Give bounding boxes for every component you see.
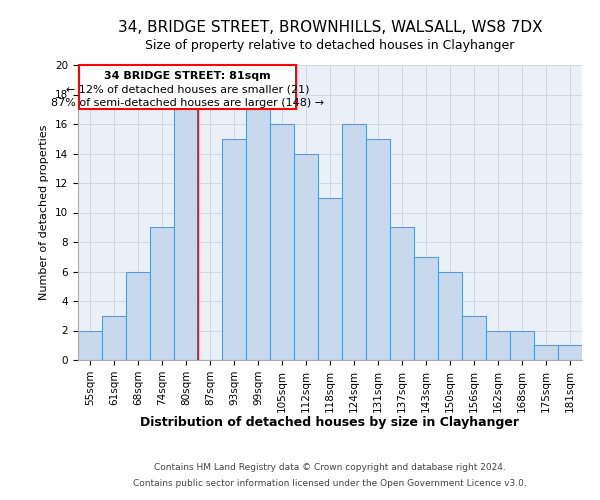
- Bar: [126, 272, 150, 360]
- Bar: [174, 110, 198, 360]
- Bar: [270, 124, 294, 360]
- FancyBboxPatch shape: [79, 65, 296, 110]
- Bar: [342, 124, 366, 360]
- Text: Contains HM Land Registry data © Crown copyright and database right 2024.: Contains HM Land Registry data © Crown c…: [154, 463, 506, 472]
- Text: 87% of semi-detached houses are larger (148) →: 87% of semi-detached houses are larger (…: [51, 98, 325, 108]
- Text: ← 12% of detached houses are smaller (21): ← 12% of detached houses are smaller (21…: [66, 84, 310, 94]
- Bar: [246, 110, 270, 360]
- Bar: [462, 316, 486, 360]
- Bar: [102, 316, 126, 360]
- Text: Distribution of detached houses by size in Clayhanger: Distribution of detached houses by size …: [140, 416, 520, 429]
- Bar: [318, 198, 342, 360]
- Bar: [486, 330, 510, 360]
- Bar: [534, 345, 558, 360]
- Bar: [150, 227, 174, 360]
- Bar: [414, 257, 438, 360]
- Text: 34 BRIDGE STREET: 81sqm: 34 BRIDGE STREET: 81sqm: [104, 71, 271, 81]
- Text: Contains public sector information licensed under the Open Government Licence v3: Contains public sector information licen…: [133, 480, 527, 488]
- Bar: [78, 330, 102, 360]
- Bar: [390, 227, 414, 360]
- Bar: [438, 272, 462, 360]
- Bar: [366, 138, 390, 360]
- Bar: [222, 138, 246, 360]
- Y-axis label: Number of detached properties: Number of detached properties: [40, 125, 49, 300]
- Bar: [510, 330, 534, 360]
- Bar: [558, 345, 582, 360]
- Text: Size of property relative to detached houses in Clayhanger: Size of property relative to detached ho…: [145, 38, 515, 52]
- Bar: [294, 154, 318, 360]
- Text: 34, BRIDGE STREET, BROWNHILLS, WALSALL, WS8 7DX: 34, BRIDGE STREET, BROWNHILLS, WALSALL, …: [118, 20, 542, 35]
